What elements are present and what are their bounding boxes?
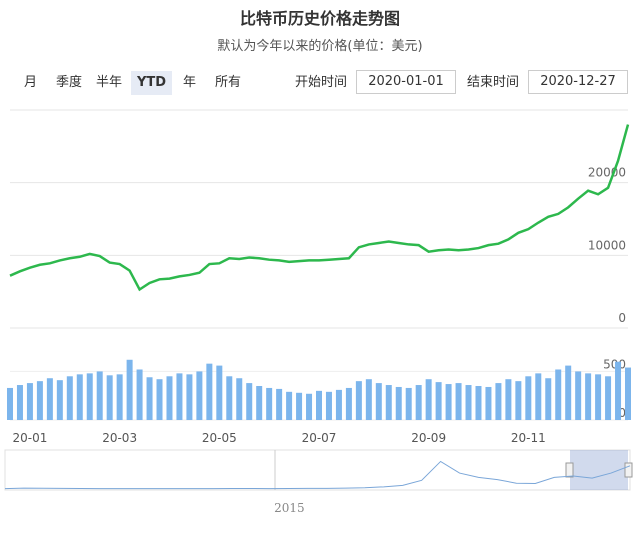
volume-bar <box>425 379 432 420</box>
range-button[interactable]: YTD <box>131 71 173 95</box>
volume-bar <box>565 365 572 420</box>
volume-bar <box>166 376 173 420</box>
x-tick-label: 20-07 <box>302 431 337 445</box>
volume-bar <box>465 385 472 420</box>
volume-bar <box>335 389 342 420</box>
volume-bar <box>286 391 293 420</box>
volume-bar <box>355 381 362 420</box>
volume-bar <box>186 374 193 420</box>
volume-bar <box>325 391 332 420</box>
y-tick-label: 0 <box>618 311 626 325</box>
range-button[interactable]: 月 <box>24 75 38 90</box>
volume-bar <box>86 373 93 420</box>
x-tick-label: 20-11 <box>511 431 546 445</box>
volume-bar <box>615 361 622 420</box>
volume-bar <box>545 378 552 420</box>
volume-bar <box>246 383 253 420</box>
volume-bar <box>405 387 412 420</box>
navigator-handle[interactable] <box>624 462 633 478</box>
volume-bar <box>196 371 203 420</box>
volume-bar <box>365 379 372 420</box>
end-label: 结束时间 <box>467 75 520 90</box>
volume-bar <box>535 373 542 420</box>
volume-bar <box>126 359 133 420</box>
volume-bar <box>345 387 352 420</box>
volume-bar <box>585 373 592 420</box>
volume-bar <box>136 369 143 420</box>
volume-bar <box>555 369 562 420</box>
x-tick-label: 20-05 <box>202 431 237 445</box>
volume-bar <box>595 374 602 420</box>
volume-bar <box>415 385 422 420</box>
chart-title: 比特币历史价格走势图 <box>240 9 400 28</box>
volume-bar <box>16 385 23 420</box>
volume-bar <box>525 376 532 420</box>
navigator-label: 2015 <box>274 501 305 515</box>
volume-bar <box>385 385 392 420</box>
volume-bar <box>445 384 452 420</box>
volume-bar <box>375 383 382 420</box>
navigator-selection[interactable] <box>570 450 628 490</box>
volume-bar <box>395 386 402 420</box>
volume-bar <box>216 365 223 420</box>
start-label: 开始时间 <box>295 75 348 90</box>
navigator-line <box>4 460 631 490</box>
volume-bar <box>76 374 83 420</box>
volume-bar <box>26 383 33 420</box>
volume-bar <box>455 383 462 420</box>
volume-bar <box>106 375 113 420</box>
volume-bar <box>276 388 283 420</box>
volume-bar <box>306 393 313 420</box>
price-line <box>9 124 630 292</box>
volume-bar <box>116 374 123 420</box>
volume-bar <box>316 390 322 420</box>
volume-bar <box>226 376 233 420</box>
end-input[interactable]: 2020-12-27 <box>528 70 628 94</box>
x-tick-label: 20-03 <box>102 431 137 445</box>
y-tick-label: 500 <box>603 357 626 371</box>
volume-bar <box>156 379 163 420</box>
volume-bar <box>475 386 482 420</box>
volume-bar <box>605 376 612 420</box>
volume-bar <box>146 377 153 420</box>
volume-bar <box>96 371 103 420</box>
volume-bar <box>495 383 502 420</box>
volume-bar <box>206 363 213 420</box>
volume-bar <box>266 387 273 420</box>
volume-bar <box>66 376 73 420</box>
volume-bar <box>625 367 631 420</box>
volume-bar <box>56 380 63 420</box>
navigator-frame <box>4 449 631 491</box>
navigator-handle[interactable] <box>565 462 574 478</box>
volume-bar <box>575 371 582 420</box>
volume-bar <box>236 378 243 420</box>
x-tick-label: 20-09 <box>411 431 446 445</box>
range-button[interactable]: 半年 <box>96 75 123 90</box>
x-tick-label: 20-01 <box>12 431 47 445</box>
y-tick-label: 20000 <box>588 166 626 180</box>
start-input[interactable]: 2020-01-01 <box>356 70 456 94</box>
volume-bar <box>256 386 263 420</box>
chart-subtitle: 默认为今年以来的价格(单位：美元) <box>217 38 422 54</box>
range-button[interactable]: 所有 <box>215 75 242 90</box>
volume-bar <box>485 386 492 420</box>
range-button[interactable]: 年 <box>183 75 197 90</box>
volume-bar <box>505 379 512 420</box>
volume-bar <box>515 381 522 420</box>
range-button[interactable]: 季度 <box>56 75 83 90</box>
volume-bar <box>46 378 53 420</box>
volume-bar <box>36 381 43 420</box>
y-tick-label: 0 <box>618 406 626 420</box>
volume-bar <box>176 373 183 420</box>
volume-bar <box>296 392 303 420</box>
volume-bar <box>435 382 442 420</box>
volume-bar <box>7 387 13 420</box>
y-tick-label: 10000 <box>588 238 626 252</box>
